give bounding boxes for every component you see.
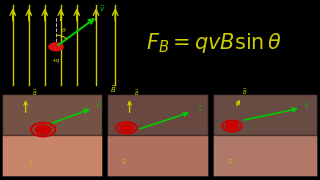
Text: $\vec{F}$: $\vec{F}$ [228, 158, 233, 168]
FancyBboxPatch shape [2, 94, 102, 176]
Text: $F_B = qvB\sin\theta$: $F_B = qvB\sin\theta$ [146, 31, 282, 55]
Text: $\vec{v}$: $\vec{v}$ [198, 104, 204, 114]
Text: $\vec{B}$: $\vec{B}$ [110, 84, 117, 95]
FancyBboxPatch shape [213, 94, 317, 135]
Text: $\vec{B}$: $\vec{B}$ [134, 88, 140, 98]
FancyBboxPatch shape [2, 94, 102, 135]
Text: $\vec{B}$: $\vec{B}$ [242, 87, 247, 97]
Text: $\vec{F}$: $\vec{F}$ [122, 158, 127, 168]
Text: $\vec{v}$: $\vec{v}$ [99, 4, 105, 14]
Circle shape [35, 125, 51, 134]
FancyBboxPatch shape [107, 94, 208, 176]
Text: +q: +q [52, 58, 60, 64]
Text: $\vec{v}$: $\vec{v}$ [96, 101, 101, 110]
Text: $\vec{v}$: $\vec{v}$ [304, 101, 309, 110]
Circle shape [120, 124, 133, 132]
FancyBboxPatch shape [107, 94, 208, 135]
Text: $\vec{F}$: $\vec{F}$ [29, 158, 35, 168]
Circle shape [226, 122, 238, 130]
FancyBboxPatch shape [213, 94, 317, 176]
Circle shape [49, 43, 63, 51]
Text: $\vec{B}$: $\vec{B}$ [32, 88, 37, 98]
Text: $\theta$: $\theta$ [61, 26, 67, 34]
